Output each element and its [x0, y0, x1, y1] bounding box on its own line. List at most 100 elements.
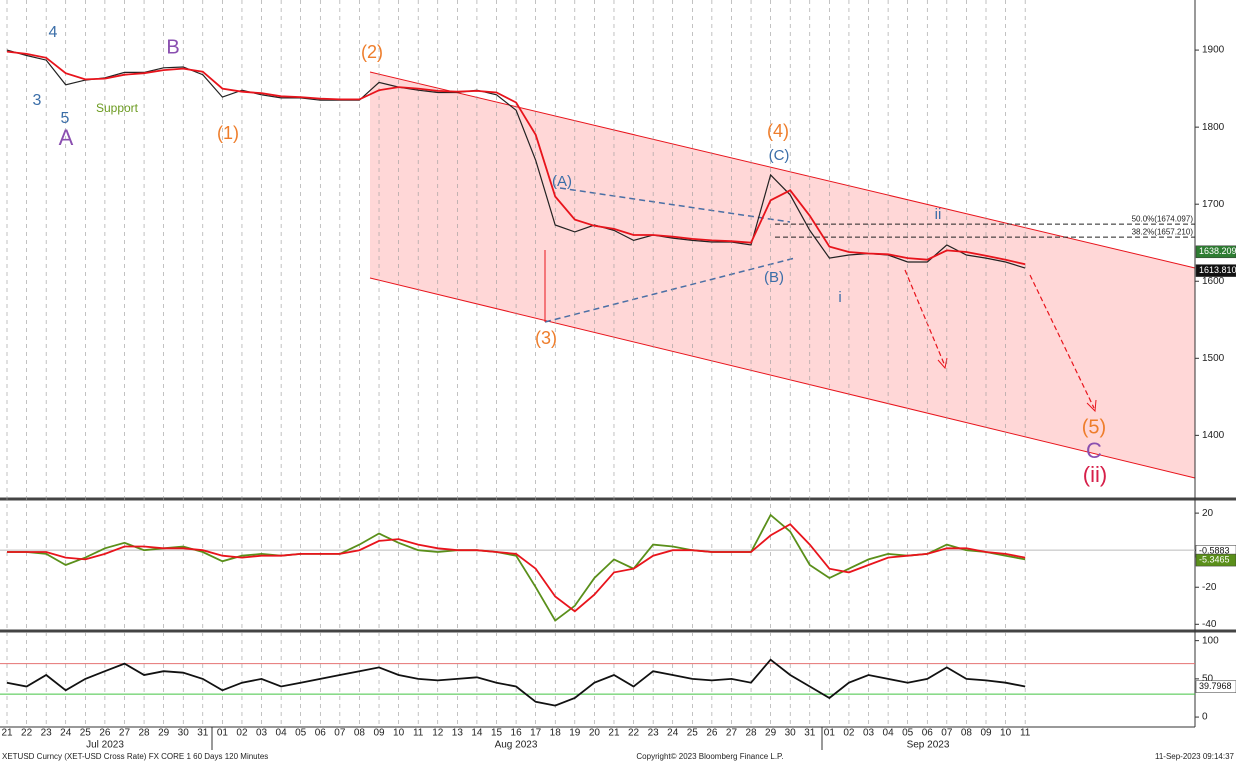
- x-tick-label: 14: [471, 728, 483, 739]
- last-value-box: [1195, 680, 1236, 693]
- x-tick-label: 17: [530, 728, 542, 739]
- y-tick-label: 100: [1202, 635, 1219, 646]
- x-tick-label: 05: [295, 728, 307, 739]
- last-value-label: -5.3465: [1199, 554, 1230, 564]
- x-tick-label: 19: [569, 728, 581, 739]
- x-tick-label: 08: [961, 728, 973, 739]
- wave-label: (2): [361, 42, 383, 62]
- arrow-head: [1086, 399, 1097, 413]
- wave-label: (5): [1082, 416, 1106, 438]
- wave-label: (4): [767, 121, 789, 141]
- y-tick-label: 1400: [1202, 430, 1225, 441]
- wave-label: A: [59, 125, 74, 150]
- fib-label: 50.0%(1674.097): [1132, 214, 1194, 223]
- wave-label: (1): [217, 123, 239, 143]
- x-tick-label: 02: [843, 728, 855, 739]
- y-tick-label: 1700: [1202, 199, 1225, 210]
- last-value-label: -0.5883: [1199, 546, 1230, 556]
- x-tick-label: 12: [432, 728, 444, 739]
- x-tick-label: 15: [491, 728, 503, 739]
- x-tick-label: 08: [354, 728, 366, 739]
- x-tick-label: 06: [315, 728, 327, 739]
- month-label: Sep 2023: [907, 740, 950, 751]
- x-tick-label: 26: [99, 728, 111, 739]
- fib-label: 38.2%(1657.210): [1132, 227, 1194, 236]
- trend-line: [559, 187, 791, 223]
- footer-right: 11-Sep-2023 09:14:37: [1155, 752, 1235, 761]
- x-tick-label: 27: [119, 728, 131, 739]
- projection-arrow: [904, 269, 946, 367]
- x-tick-label: 11: [413, 728, 424, 739]
- x-tick-label: 23: [41, 728, 53, 739]
- x-tick-label: 22: [21, 728, 33, 739]
- month-label: Jul 2023: [86, 740, 124, 751]
- x-tick-label: 09: [373, 728, 385, 739]
- y-tick-label: -20: [1202, 582, 1217, 593]
- channel-bottom: [369, 277, 1196, 479]
- x-tick-label: 28: [138, 728, 150, 739]
- x-tick-label: 24: [60, 728, 72, 739]
- x-tick-label: 10: [1000, 728, 1012, 739]
- series-line: [7, 523, 1026, 613]
- month-label: Aug 2023: [495, 740, 538, 751]
- wave-label: (ii): [1083, 462, 1107, 487]
- y-tick-label: 1500: [1202, 353, 1225, 364]
- y-tick-label: -40: [1202, 619, 1217, 630]
- x-tick-label: 21: [1, 728, 13, 739]
- x-tick-label: 20: [589, 728, 601, 739]
- x-tick-label: 05: [902, 728, 914, 739]
- series-line: [6, 50, 1026, 266]
- x-tick-label: 30: [178, 728, 190, 739]
- x-tick-label: 21: [608, 728, 620, 739]
- x-tick-label: 30: [785, 728, 797, 739]
- channel: [370, 72, 1195, 478]
- last-value-label: 39.7968: [1199, 681, 1232, 691]
- arrow-head: [937, 357, 948, 370]
- x-tick-label: 26: [706, 728, 718, 739]
- last-value-label: 1638.209: [1199, 246, 1236, 256]
- x-tick-label: 28: [745, 728, 757, 739]
- y-tick-label: 1800: [1202, 122, 1225, 133]
- wave-label: 3: [33, 92, 42, 109]
- x-tick-label: 09: [980, 728, 992, 739]
- last-value-box: [1195, 245, 1236, 259]
- y-tick-label: 50: [1202, 673, 1214, 684]
- x-tick-label: 25: [687, 728, 699, 739]
- x-tick-label: 07: [941, 728, 953, 739]
- wave-label: Support: [96, 101, 139, 115]
- footer-left: XETUSD Curncy (XET-USD Cross Rate) FX CO…: [2, 752, 268, 761]
- projection-arrow: [1029, 274, 1095, 409]
- x-tick-label: 11: [1020, 728, 1031, 739]
- series-line: [6, 49, 1026, 269]
- wave-label: (C): [769, 147, 790, 164]
- x-tick-label: 07: [334, 728, 346, 739]
- wave-label: (A): [552, 173, 572, 190]
- x-tick-label: 13: [452, 728, 464, 739]
- x-tick-label: 29: [158, 728, 170, 739]
- x-tick-label: 04: [276, 728, 288, 739]
- wave-label: C: [1086, 438, 1102, 463]
- x-tick-label: 01: [217, 728, 229, 739]
- footer-center: Copyright© 2023 Bloomberg Finance L.P.: [636, 752, 783, 761]
- x-tick-label: 04: [883, 728, 895, 739]
- wave-label: (B): [764, 269, 784, 286]
- x-tick-label: 25: [80, 728, 92, 739]
- x-tick-label: 24: [667, 728, 679, 739]
- wave-label: ii: [935, 206, 942, 223]
- x-tick-label: 01: [824, 728, 836, 739]
- x-tick-label: 23: [648, 728, 660, 739]
- last-value-box: [1195, 264, 1236, 277]
- series-line: [6, 658, 1026, 707]
- x-tick-label: 02: [236, 728, 248, 739]
- x-tick-label: 16: [511, 728, 523, 739]
- x-tick-label: 03: [863, 728, 875, 739]
- x-tick-label: 06: [922, 728, 934, 739]
- wave-label: 5: [61, 110, 70, 127]
- series-line: [7, 513, 1026, 622]
- last-value-label: 1613.810: [1199, 265, 1236, 275]
- trend-line: [544, 257, 796, 323]
- wave-label: 4: [49, 24, 58, 41]
- y-tick-label: 20: [1202, 508, 1214, 519]
- y-tick-label: 1900: [1202, 45, 1225, 56]
